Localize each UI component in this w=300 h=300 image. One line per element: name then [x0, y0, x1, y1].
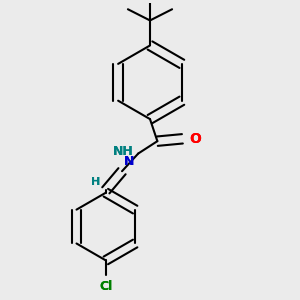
Text: NH: NH: [113, 145, 134, 158]
Text: O: O: [189, 132, 201, 146]
Text: Cl: Cl: [99, 280, 112, 293]
Text: O: O: [189, 132, 201, 146]
Text: H: H: [91, 177, 100, 188]
Text: Cl: Cl: [99, 280, 112, 293]
Text: H: H: [91, 177, 100, 188]
Text: NH: NH: [113, 145, 134, 158]
Text: O: O: [189, 132, 201, 146]
Text: N: N: [124, 155, 134, 168]
Text: Cl: Cl: [99, 280, 112, 293]
Text: NH: NH: [113, 145, 134, 158]
Text: N: N: [124, 155, 134, 168]
Text: N: N: [124, 155, 134, 168]
Text: H: H: [91, 177, 100, 188]
